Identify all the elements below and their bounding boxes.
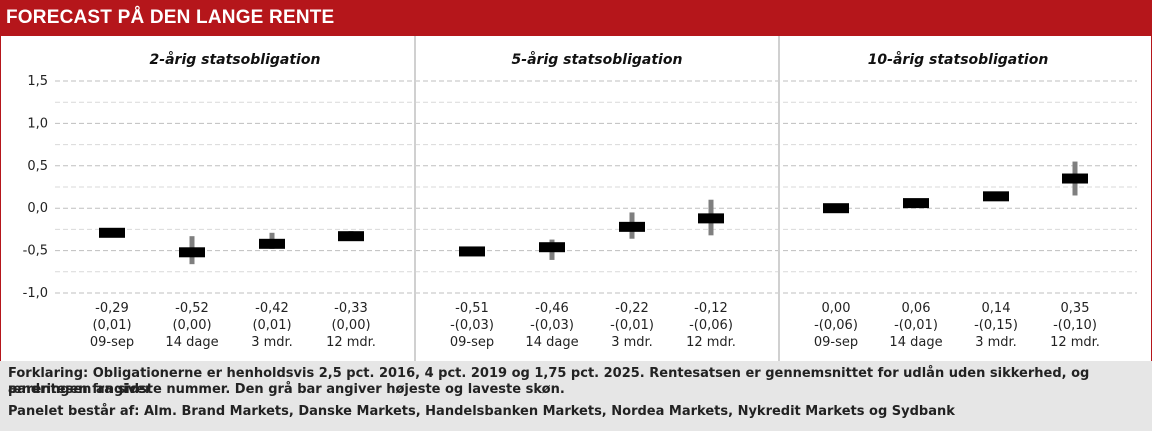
- y-tick-label: 0,0: [27, 201, 48, 216]
- forecast-marker: [698, 213, 724, 224]
- forecast-chart: 1,5 1,0 0,5 0,0 -0,5 -1,0 2-årig statsobligati…: [23, 36, 1137, 361]
- page-title: FORECAST PÅ DEN LANGE RENTE: [6, 7, 335, 28]
- value-label: -0,42: [255, 301, 289, 316]
- footer-explanation-line1: Forklaring: Obligationerne er henholdsvi…: [8, 366, 1090, 397]
- period-label: 09-sep: [450, 335, 494, 350]
- forecast-marker: [903, 198, 929, 209]
- forecast-marker: [539, 242, 565, 253]
- forecast-marker: [823, 203, 849, 214]
- change-label: -(0,01): [610, 318, 654, 333]
- period-label: 14 dage: [889, 335, 942, 350]
- change-label: -(0,06): [689, 318, 733, 333]
- forecast-marker: [99, 227, 125, 238]
- footer-panel: Forklaring: Obligationerne er henholdsvi…: [0, 361, 1152, 431]
- change-label: (0,01): [252, 318, 291, 333]
- panel-title: 10-årig statsobligation: [868, 51, 1049, 68]
- value-label: -0,12: [694, 301, 728, 316]
- y-tick-label: 0,5: [27, 159, 48, 174]
- panel-title: 2-årig statsobligation: [150, 51, 321, 68]
- change-label: -(0,10): [1053, 318, 1097, 333]
- value-label: -0,29: [95, 301, 129, 316]
- change-label: (0,00): [172, 318, 211, 333]
- value-label: 0,00: [822, 301, 851, 316]
- period-label: 14 dage: [525, 335, 578, 350]
- period-label: 09-sep: [814, 335, 858, 350]
- y-tick-label: 1,5: [27, 74, 48, 89]
- period-label: 3 mdr.: [251, 335, 293, 350]
- value-label: -0,46: [535, 301, 569, 316]
- value-label: -0,52: [175, 301, 209, 316]
- change-label: -(0,15): [974, 318, 1018, 333]
- value-label: -0,51: [455, 301, 489, 316]
- forecast-marker: [1062, 173, 1088, 184]
- change-label: (0,01): [92, 318, 131, 333]
- change-label: -(0,03): [530, 318, 574, 333]
- change-label: -(0,01): [894, 318, 938, 333]
- period-label: 3 mdr.: [611, 335, 653, 350]
- y-tick-label: 1,0: [27, 116, 48, 131]
- y-tick-label: -0,5: [23, 244, 48, 259]
- forecast-marker: [338, 231, 364, 242]
- period-label: 09-sep: [90, 335, 134, 350]
- period-label: 12 mdr.: [326, 335, 376, 350]
- change-label: -(0,06): [814, 318, 858, 333]
- footer-explanation-line2: ændringen fra sidste nummer. Den grå bar…: [8, 382, 565, 397]
- period-label: 3 mdr.: [975, 335, 1017, 350]
- value-label: 0,14: [982, 301, 1011, 316]
- forecast-marker: [983, 191, 1009, 202]
- header-bar: FORECAST PÅ DEN LANGE RENTE: [0, 0, 1152, 36]
- value-label: -0,33: [334, 301, 368, 316]
- period-label: 12 mdr.: [1050, 335, 1100, 350]
- change-label: -(0,03): [450, 318, 494, 333]
- value-label: 0,06: [902, 301, 931, 316]
- footer-panel-members: Panelet består af: Alm. Brand Markets, D…: [8, 404, 955, 419]
- y-tick-label: -1,0: [23, 286, 48, 301]
- change-label: (0,00): [331, 318, 370, 333]
- value-label: 0,35: [1061, 301, 1090, 316]
- period-label: 14 dage: [165, 335, 218, 350]
- forecast-marker: [619, 221, 645, 232]
- forecast-marker: [179, 247, 205, 258]
- forecast-marker: [259, 238, 285, 249]
- panel-title: 5-årig statsobligation: [512, 51, 683, 68]
- value-label: -0,22: [615, 301, 649, 316]
- period-label: 12 mdr.: [686, 335, 736, 350]
- forecast-marker: [459, 246, 485, 257]
